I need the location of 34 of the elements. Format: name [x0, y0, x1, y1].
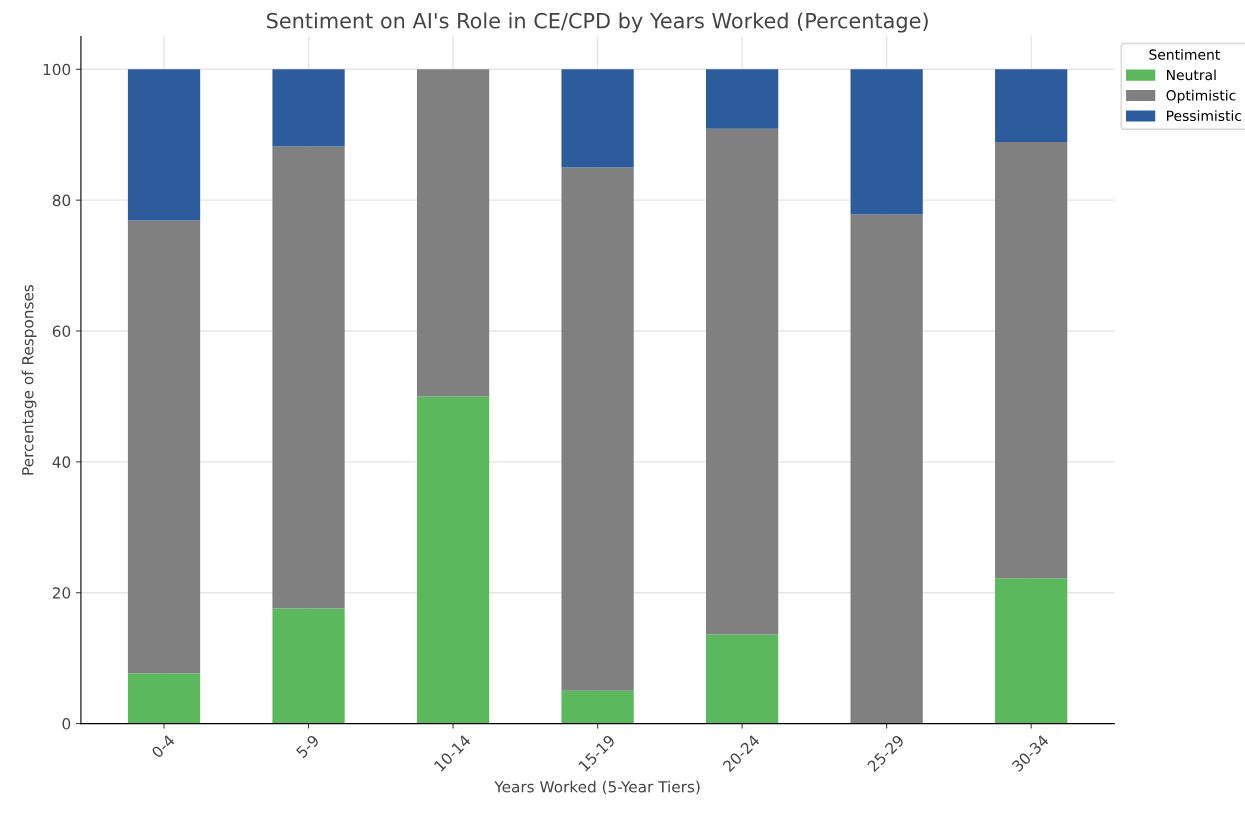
- bar: [416, 69, 490, 397]
- y-tick-label: 20: [52, 587, 71, 599]
- x-axis-title: Years Worked (5-Year Tiers): [494, 780, 700, 795]
- legend-label: Optimistic: [1166, 89, 1236, 104]
- bar: [127, 673, 201, 724]
- y-tick-label: 60: [52, 325, 71, 338]
- y-tick-label: 80: [52, 194, 71, 207]
- x-tick-label: 0-4: [150, 734, 176, 759]
- bar: [127, 220, 201, 674]
- bar: [705, 634, 779, 724]
- bar: [416, 396, 490, 724]
- y-tick-label: 100: [43, 63, 71, 76]
- bar: [995, 578, 1068, 724]
- bar: [995, 69, 1068, 142]
- bar: [995, 141, 1068, 579]
- legend-title: Sentiment: [1149, 49, 1220, 60]
- bar: [705, 69, 779, 129]
- y-tick-label: 0: [62, 718, 71, 730]
- bar: [561, 167, 634, 691]
- bar: [850, 69, 923, 215]
- bar: [272, 69, 345, 147]
- bar: [272, 608, 345, 724]
- bar: [272, 146, 345, 609]
- legend-label: Pessimistic: [1167, 110, 1242, 121]
- y-tick-label: 40: [52, 456, 71, 468]
- bar: [561, 690, 634, 724]
- x-tick-label: 5-9: [295, 734, 320, 759]
- bar: [705, 128, 779, 635]
- bar: [127, 69, 201, 221]
- legend-label: Neutral: [1167, 69, 1216, 81]
- bar: [561, 69, 634, 168]
- y-axis-title: Percentage of Responses: [21, 284, 37, 475]
- chart-title: Sentiment on AI's Role in CE/CPD by Years Worked (Percentage): [266, 12, 928, 33]
- bar: [850, 214, 923, 724]
